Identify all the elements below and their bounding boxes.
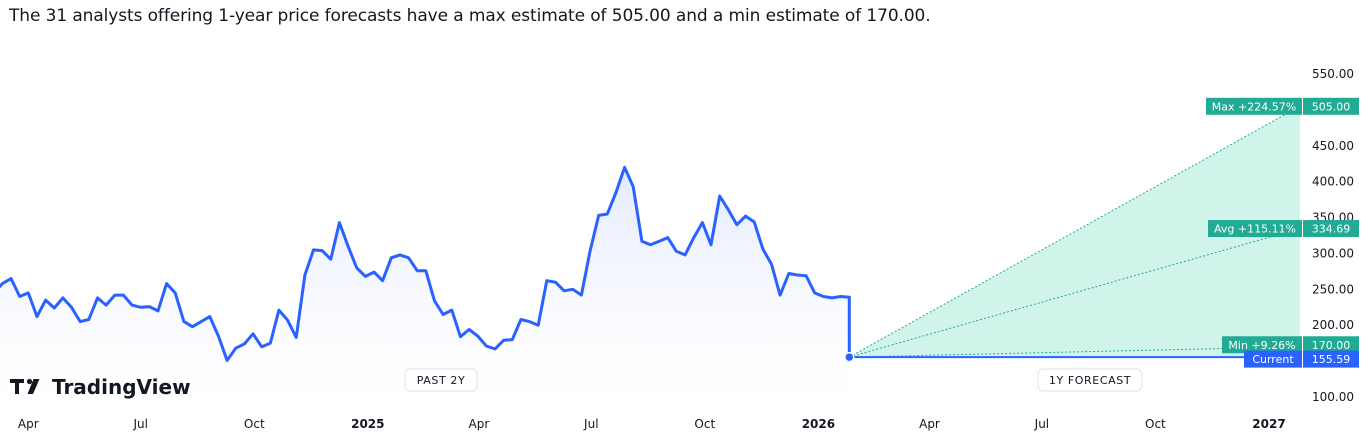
current-tag: Current 155.59 xyxy=(1244,350,1359,368)
x-axis: Apr Jul Oct 2025 Apr Jul Oct 2026 Apr Jul Oct 2027 xyxy=(18,417,1286,431)
x-tick-label: Oct xyxy=(244,417,265,431)
forecast-max-line xyxy=(849,105,1301,358)
max-tag-label: Max +224.57% xyxy=(1212,100,1296,113)
min-tag-value: 170.00 xyxy=(1312,339,1351,352)
tradingview-logo: TradingView xyxy=(10,375,191,399)
current-tag-label-box xyxy=(1244,350,1302,368)
forecast-period-label-box xyxy=(1037,368,1143,392)
avg-tag: Avg +115.11% 334.69 xyxy=(1208,220,1359,238)
avg-tag-value: 334.69 xyxy=(1312,223,1351,236)
x-tick-label: 2026 xyxy=(802,417,835,431)
min-tag-value-box xyxy=(1303,336,1359,354)
min-tag-label: Min +9.26% xyxy=(1228,339,1295,352)
avg-tag-value-box xyxy=(1303,220,1359,238)
y-tick-label: 450.00 xyxy=(1312,139,1354,153)
forecast-tags: Max +224.57% 505.00 Avg +115.11% 334.69 Min … xyxy=(1206,97,1359,368)
current-tag-value-box xyxy=(1303,350,1359,368)
logo-text: TradingView xyxy=(52,375,191,399)
x-tick-label: Apr xyxy=(469,417,490,431)
avg-tag-label: Avg +115.11% xyxy=(1214,223,1296,236)
x-tick-label: Jul xyxy=(583,417,598,431)
y-tick-label: 200.00 xyxy=(1312,318,1354,332)
tradingview-logo-icon xyxy=(10,378,40,394)
x-tick-label: Oct xyxy=(694,417,715,431)
forecast-period-label: 1Y FORECAST xyxy=(1037,368,1143,392)
x-tick-label: Oct xyxy=(1145,417,1166,431)
past-period-label-box xyxy=(404,368,478,392)
current-tag-label: Current xyxy=(1252,353,1294,366)
avg-tag-label-box xyxy=(1208,220,1302,238)
history-area xyxy=(0,167,850,412)
min-tag: Min +9.26% 170.00 xyxy=(1222,336,1359,354)
y-tick-label: 550.00 xyxy=(1312,67,1354,81)
max-tag-label-box xyxy=(1206,97,1302,115)
x-tick-label: 2027 xyxy=(1252,417,1285,431)
past-period-label: PAST 2Y xyxy=(404,368,478,392)
y-tick-label: 100.00 xyxy=(1312,390,1354,404)
x-tick-label: 2025 xyxy=(351,417,384,431)
past-period-label-text: PAST 2Y xyxy=(417,374,466,387)
page-title: The 31 analysts offering 1-year price fo… xyxy=(9,6,931,26)
min-tag-label-box xyxy=(1222,336,1302,354)
x-tick-label: Jul xyxy=(132,417,147,431)
history-line xyxy=(0,165,851,362)
x-tick-label: Jul xyxy=(1034,417,1049,431)
forecast-period-label-text: 1Y FORECAST xyxy=(1049,374,1131,387)
max-tag-value: 505.00 xyxy=(1312,100,1351,113)
current-price-point xyxy=(844,351,855,363)
x-tick-label: Apr xyxy=(919,417,940,431)
max-tag: Max +224.57% 505.00 xyxy=(1206,97,1359,115)
history-series xyxy=(0,165,855,363)
y-tick-label: 400.00 xyxy=(1312,175,1354,189)
x-tick-label: Apr xyxy=(18,417,39,431)
forecast-cone xyxy=(849,105,1301,359)
history-area-fill xyxy=(0,167,850,412)
forecast-min-line xyxy=(849,346,1300,358)
y-tick-label: 250.00 xyxy=(1312,282,1354,296)
y-tick-label: 300.00 xyxy=(1312,246,1354,260)
current-tag-value: 155.59 xyxy=(1312,353,1351,366)
max-tag-value-box xyxy=(1303,97,1359,115)
period-labels: PAST 2Y 1Y FORECAST xyxy=(404,368,1143,392)
